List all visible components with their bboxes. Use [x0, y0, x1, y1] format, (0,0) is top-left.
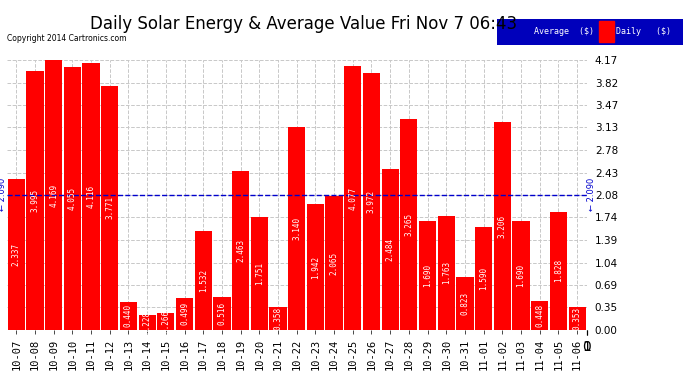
Bar — [26, 71, 43, 330]
Text: 2.337: 2.337 — [12, 243, 21, 266]
Bar — [195, 231, 212, 330]
Bar — [494, 122, 511, 330]
Bar — [513, 220, 530, 330]
Text: 4.077: 4.077 — [348, 186, 357, 210]
Bar — [101, 86, 118, 330]
Bar — [288, 127, 305, 330]
Text: 0.823: 0.823 — [460, 292, 469, 315]
Text: 0.499: 0.499 — [180, 302, 189, 326]
Bar — [307, 204, 324, 330]
Bar — [550, 211, 567, 330]
Text: 2.484: 2.484 — [386, 238, 395, 261]
Text: 0.358: 0.358 — [273, 307, 282, 330]
Bar — [456, 277, 473, 330]
Text: 0.228: 0.228 — [143, 311, 152, 334]
Text: 1.690: 1.690 — [517, 264, 526, 287]
Bar — [419, 220, 436, 330]
Bar — [344, 66, 362, 330]
Bar — [269, 307, 286, 330]
Text: ← 2.090: ← 2.090 — [0, 178, 7, 211]
Bar — [475, 227, 492, 330]
Bar — [157, 313, 175, 330]
FancyBboxPatch shape — [599, 21, 614, 42]
Bar — [8, 178, 25, 330]
Text: 3.771: 3.771 — [106, 196, 115, 219]
Bar — [176, 298, 193, 330]
Bar — [531, 301, 549, 330]
Text: Copyright 2014 Cartronics.com: Copyright 2014 Cartronics.com — [7, 34, 126, 43]
Text: 0.448: 0.448 — [535, 304, 544, 327]
Text: 3.265: 3.265 — [404, 213, 413, 236]
Bar — [569, 307, 586, 330]
Text: 1.590: 1.590 — [479, 267, 488, 290]
Text: 3.140: 3.140 — [292, 217, 302, 240]
Bar — [363, 73, 380, 330]
Bar — [120, 302, 137, 330]
FancyBboxPatch shape — [499, 21, 532, 42]
Bar — [82, 63, 99, 330]
Bar — [232, 171, 249, 330]
Bar — [63, 68, 81, 330]
Bar — [250, 217, 268, 330]
Text: 4.169: 4.169 — [49, 183, 58, 207]
Text: 1.828: 1.828 — [554, 259, 563, 282]
Text: 1.751: 1.751 — [255, 262, 264, 285]
Text: 1.690: 1.690 — [423, 264, 432, 287]
Text: 3.206: 3.206 — [498, 214, 507, 238]
Text: Daily   ($): Daily ($) — [616, 27, 671, 36]
Text: 1.532: 1.532 — [199, 269, 208, 292]
Text: Daily Solar Energy & Average Value Fri Nov 7 06:43: Daily Solar Energy & Average Value Fri N… — [90, 15, 518, 33]
Text: 3.972: 3.972 — [367, 190, 376, 213]
Text: 3.995: 3.995 — [30, 189, 39, 212]
Bar — [45, 60, 62, 330]
Bar — [382, 169, 399, 330]
Text: 1.942: 1.942 — [311, 256, 320, 279]
Bar — [400, 118, 417, 330]
Bar — [437, 216, 455, 330]
Text: 1.763: 1.763 — [442, 261, 451, 285]
Text: 2.065: 2.065 — [330, 252, 339, 275]
Text: 4.116: 4.116 — [86, 185, 95, 208]
Text: 4.055: 4.055 — [68, 187, 77, 210]
Bar — [213, 297, 230, 330]
Bar — [139, 315, 156, 330]
Text: 0.353: 0.353 — [573, 307, 582, 330]
Text: 0.516: 0.516 — [217, 302, 226, 325]
Text: Average  ($): Average ($) — [534, 27, 594, 36]
Text: 0.266: 0.266 — [161, 310, 170, 333]
Text: 0.440: 0.440 — [124, 304, 133, 327]
Bar — [326, 196, 343, 330]
Text: ← 2.090: ← 2.090 — [586, 178, 595, 211]
Text: 2.463: 2.463 — [236, 239, 245, 262]
